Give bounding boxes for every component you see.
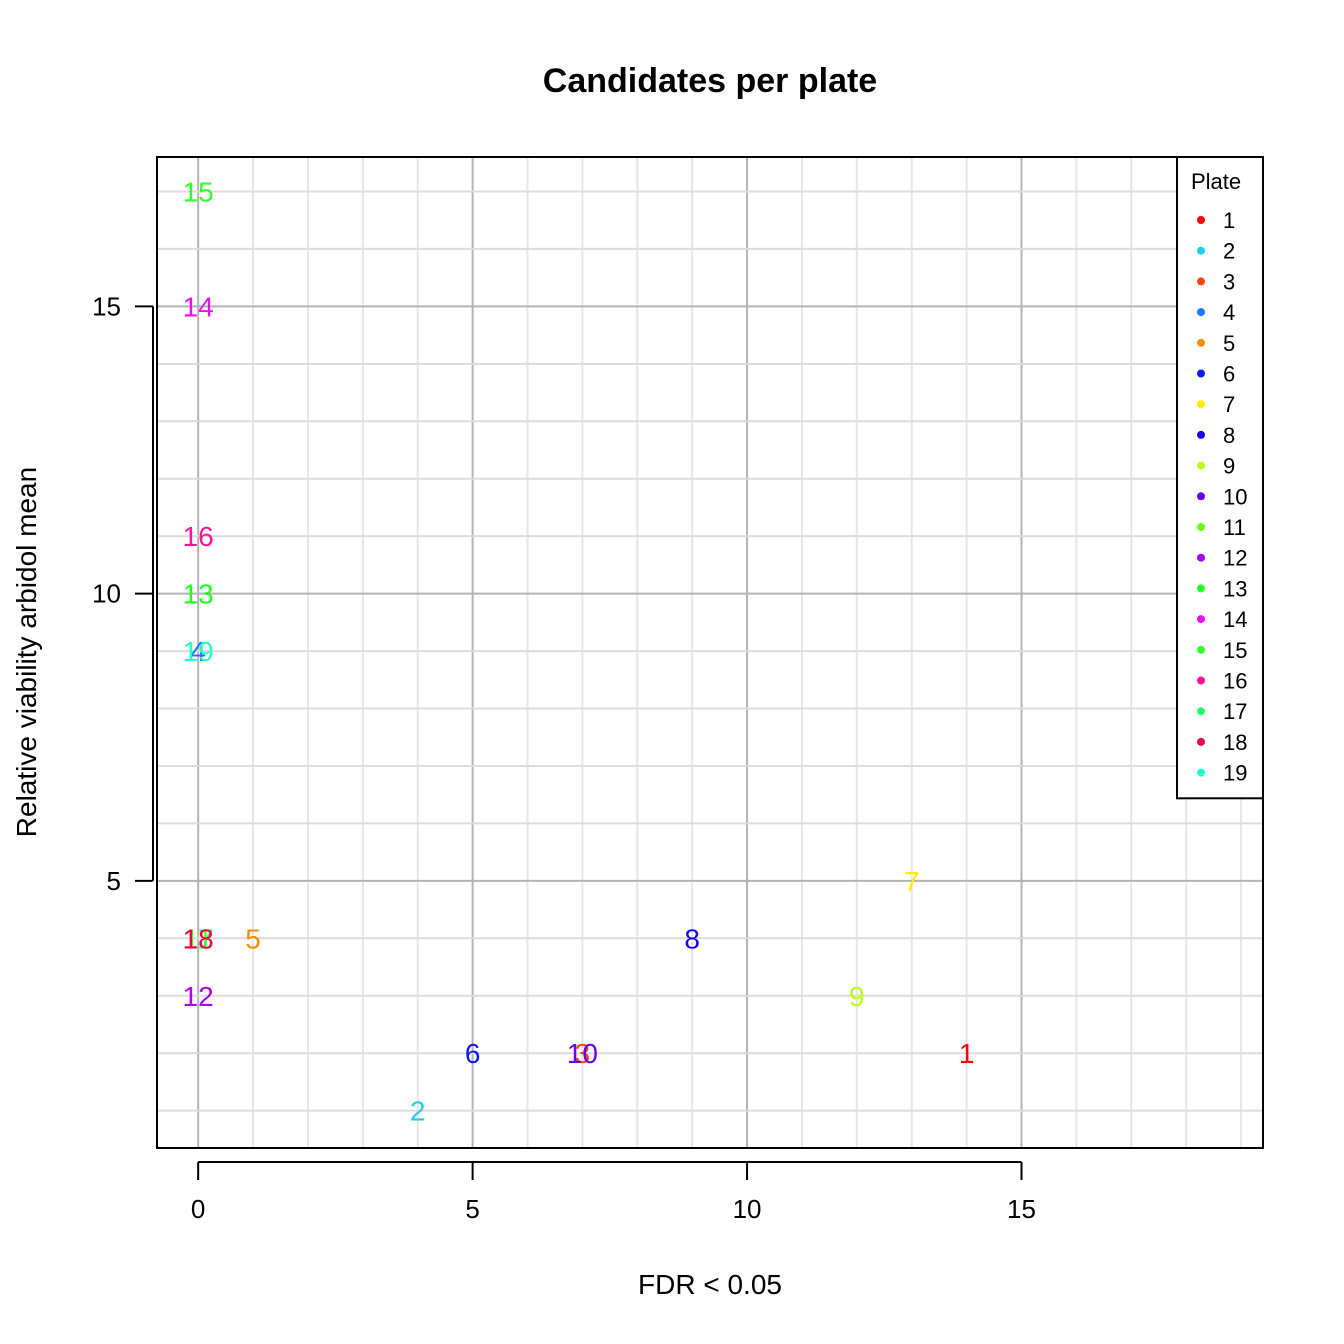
legend-label-11: 11 bbox=[1223, 515, 1246, 540]
x-tick-label: 10 bbox=[733, 1194, 762, 1224]
plot-frame bbox=[156, 156, 1264, 1149]
y-tick-label: 15 bbox=[92, 291, 121, 321]
chart-title: Candidates per plate bbox=[543, 62, 877, 100]
point-plate-6: 6 bbox=[465, 1038, 481, 1069]
x-tick-label: 5 bbox=[465, 1194, 479, 1224]
point-plate-17: 17 bbox=[183, 923, 214, 954]
legend-swatch-15 bbox=[1197, 645, 1205, 654]
legend-label-7: 7 bbox=[1223, 392, 1235, 417]
x-tick-label: 0 bbox=[191, 1194, 205, 1224]
x-axis-label: FDR < 0.05 bbox=[638, 1269, 782, 1300]
legend-label-10: 10 bbox=[1223, 484, 1247, 509]
point-plate-7: 7 bbox=[904, 866, 920, 897]
point-plate-11: 11 bbox=[184, 923, 213, 954]
legend-swatch-1 bbox=[1197, 216, 1205, 224]
legend-label-3: 3 bbox=[1223, 269, 1235, 294]
x-tick-label: 15 bbox=[1007, 1194, 1036, 1224]
point-plate-3: 3 bbox=[575, 1038, 591, 1069]
point-plate-4: 4 bbox=[190, 636, 206, 667]
legend-swatch-10 bbox=[1197, 492, 1205, 501]
legend-label-12: 12 bbox=[1223, 546, 1247, 571]
legend-swatch-2 bbox=[1197, 246, 1205, 255]
point-plate-18: 18 bbox=[183, 923, 214, 954]
point-plate-12: 12 bbox=[183, 981, 214, 1012]
legend-swatch-14 bbox=[1197, 615, 1205, 624]
legend-title: Plate bbox=[1191, 169, 1241, 194]
legend-label-8: 8 bbox=[1223, 423, 1235, 448]
legend-swatch-18 bbox=[1197, 737, 1205, 746]
grid bbox=[157, 157, 1263, 1148]
point-plate-16: 16 bbox=[183, 521, 214, 552]
legend-label-19: 19 bbox=[1223, 761, 1247, 786]
y-tick-label: 10 bbox=[92, 579, 121, 609]
point-plate-10: 10 bbox=[567, 1038, 598, 1069]
point-plate-19: 19 bbox=[183, 636, 214, 667]
legend-swatch-7 bbox=[1197, 400, 1205, 409]
point-plate-13: 13 bbox=[183, 579, 214, 610]
legend-swatch-12 bbox=[1197, 553, 1205, 562]
legend-label-2: 2 bbox=[1223, 239, 1235, 264]
point-plate-14: 14 bbox=[183, 291, 214, 322]
legend-swatch-13 bbox=[1197, 584, 1205, 593]
legend-label-15: 15 bbox=[1223, 638, 1247, 663]
legend-swatch-8 bbox=[1197, 430, 1205, 439]
y-tick-label: 5 bbox=[107, 866, 121, 896]
legend-label-5: 5 bbox=[1223, 331, 1235, 356]
legend-swatch-11 bbox=[1197, 523, 1205, 531]
legend-label-1: 1 bbox=[1223, 208, 1235, 233]
legend-box bbox=[1176, 156, 1264, 800]
legend-swatch-19 bbox=[1197, 768, 1205, 777]
legend-swatch-16 bbox=[1197, 676, 1205, 685]
legend-label-6: 6 bbox=[1223, 362, 1235, 387]
point-plate-1: 1 bbox=[959, 1038, 975, 1069]
point-plate-5: 5 bbox=[245, 923, 261, 954]
legend-swatch-5 bbox=[1197, 338, 1205, 347]
legend-label-16: 16 bbox=[1223, 669, 1247, 694]
y-axis-label: Relative viability arbidol mean bbox=[11, 467, 42, 837]
legend-label-14: 14 bbox=[1223, 607, 1247, 632]
legend-label-17: 17 bbox=[1223, 699, 1247, 724]
point-plate-8: 8 bbox=[684, 923, 700, 954]
legend-label-13: 13 bbox=[1223, 576, 1247, 601]
point-plate-9: 9 bbox=[849, 981, 865, 1012]
legend-swatch-17 bbox=[1197, 707, 1205, 716]
legend-swatch-4 bbox=[1197, 308, 1205, 317]
legend-swatch-6 bbox=[1197, 369, 1205, 378]
point-plate-2: 2 bbox=[410, 1096, 426, 1127]
legend-swatch-9 bbox=[1197, 461, 1205, 470]
legend-label-9: 9 bbox=[1223, 454, 1235, 479]
legend-swatch-3 bbox=[1197, 277, 1205, 286]
legend-label-18: 18 bbox=[1223, 730, 1247, 755]
point-plate-15: 15 bbox=[183, 176, 214, 207]
legend-label-4: 4 bbox=[1223, 300, 1235, 325]
